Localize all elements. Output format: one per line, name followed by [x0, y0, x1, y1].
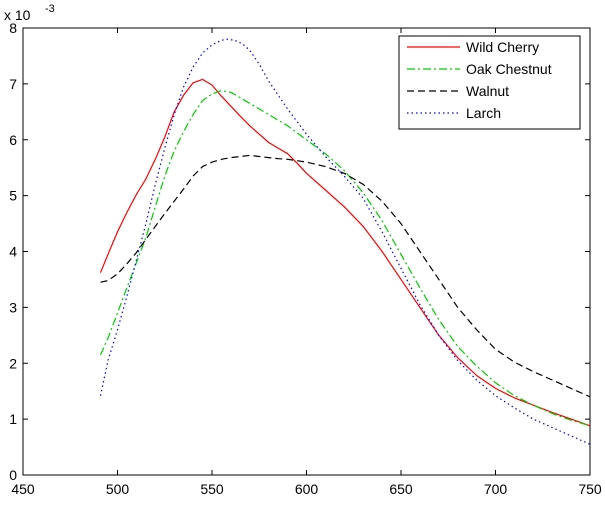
- y-tick-label: 4: [9, 244, 17, 260]
- x-tick-label: 700: [484, 481, 508, 497]
- x-tick-label: 650: [389, 481, 413, 497]
- y-tick-label: 2: [9, 355, 17, 371]
- y-tick-label: 6: [9, 132, 17, 148]
- y-tick-label: 5: [9, 188, 17, 204]
- y-tick-label: 8: [9, 20, 17, 36]
- legend-box: [398, 35, 581, 130]
- axis-ticks: 450 500 550 600 650 700 750 0 1 2 3 4 5 6 7 8: [9, 20, 602, 497]
- series-line-larch: [99, 38, 591, 445]
- x-tick-label: 600: [295, 481, 319, 497]
- y-tick-label: 7: [9, 76, 17, 92]
- y-exponent-base: x 10: [4, 7, 31, 23]
- y-tick-label: 1: [9, 411, 17, 427]
- legend-label: Wild Cherry: [466, 39, 539, 55]
- y-tick-label: 3: [9, 299, 17, 315]
- series-line-wild-cherry: [99, 78, 591, 427]
- x-tick-label: 500: [106, 481, 130, 497]
- y-exponent-power: -3: [45, 3, 55, 15]
- legend: Wild Cherry Oak Chestnut Walnut Larch: [398, 35, 581, 130]
- legend-label: Walnut: [466, 83, 509, 99]
- series-line-walnut: [100, 154, 591, 398]
- x-tick-label: 750: [578, 481, 602, 497]
- x-tick-label: 550: [200, 481, 224, 497]
- y-tick-label: 0: [9, 467, 17, 483]
- legend-label: Larch: [466, 105, 501, 121]
- series-group: [99, 38, 591, 445]
- x-tick-label: 450: [11, 481, 35, 497]
- legend-label: Oak Chestnut: [466, 61, 552, 77]
